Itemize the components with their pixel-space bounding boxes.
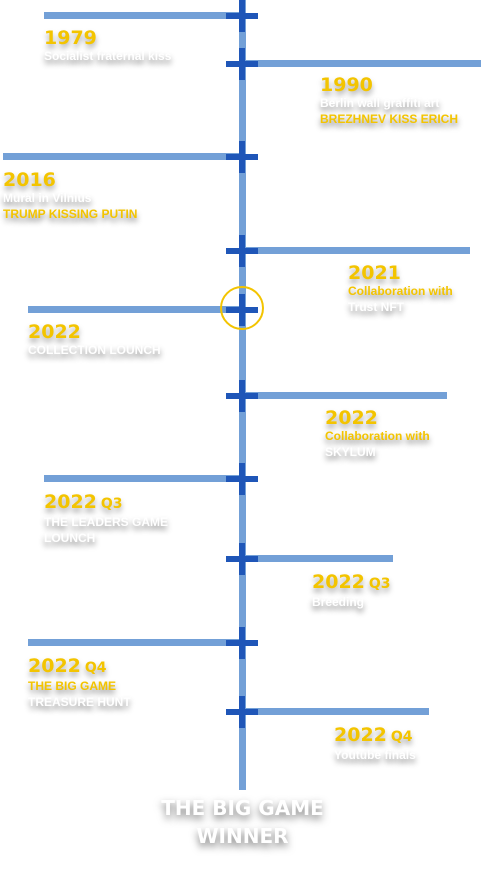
timeline-entry: 2022 Q3 Breeding [312,572,391,610]
timeline-entry: 2022 COLLECTION LOUNCH [28,322,161,358]
entry-line2: BREZHNEV KISS ERICH [320,112,459,126]
entry-line1: Mural in Vilnius [3,191,92,205]
entry-year: 2022 [325,407,378,429]
branch-2022-q3-breeding [246,555,393,562]
entry-line2: Trust NFT [348,300,404,314]
entry-year: 2021 [348,262,401,284]
entry-line1: Socialist fraternal kiss [44,49,172,63]
timeline-entry: 1990 Berlin wall graffiti art BREZHNEV K… [320,75,458,127]
entry-line2: LOUNCH [44,531,96,545]
entry-year: 1990 [320,74,373,96]
branch-1990 [246,60,481,67]
entry-line2: TREASURE HUNT [28,695,131,709]
plus-marker [226,543,258,575]
plus-marker [226,463,258,495]
final-goal-line2: WINNER [196,824,289,848]
plus-marker [226,0,258,32]
entry-year: 2022 Q4 [28,655,107,677]
entry-year: 2022 Q3 [44,491,123,513]
entry-year: 2022 [28,321,81,343]
branch-2022-q3-leaders [44,475,240,482]
entry-line1: Collaboration with [325,429,430,443]
plus-marker [226,235,258,267]
entry-line2: SKYLUM [325,445,376,459]
plus-marker [226,48,258,80]
timeline-entry: 2021 Collaboration with Trust NFT [348,263,453,315]
timeline-entry: 2022 Q3 THE LEADERS GAME LOUNCH [44,492,168,546]
entry-year: 2022 Q3 [312,571,391,593]
branch-2022-q4-biggame [28,639,240,646]
timeline-entry: 1979 Socialist fraternal kiss [44,28,171,64]
entry-line1: Youtube finals [334,748,416,762]
entry-year: 2022 Q4 [334,724,413,746]
final-goal-title: THE BIG GAME WINNER [0,794,485,850]
branch-2021 [246,247,470,254]
entry-year: 2016 [3,169,56,191]
timeline-entry: 2022 Q4 THE BIG GAME TREASURE HUNT [28,656,131,710]
entry-line1: Breeding [312,595,365,609]
current-position-ring [220,286,264,330]
branch-2022-q4-youtube [246,708,429,715]
branch-1979 [44,12,240,19]
branch-2022-skylum [246,392,447,399]
branch-2022-collection [28,306,240,313]
timeline-entry: 2022 Collaboration with SKYLUM [325,408,430,460]
entry-line1: THE BIG GAME [28,679,117,693]
plus-marker [226,380,258,412]
branch-2016 [3,153,240,160]
entry-line1: COLLECTION LOUNCH [28,343,161,357]
entry-line1: THE LEADERS GAME [44,515,169,529]
plus-marker [226,627,258,659]
timeline-entry: 2022 Q4 Youtube finals [334,725,416,763]
timeline-entry: 2016 Mural in Vilnius TRUMP KISSING PUTI… [3,170,137,222]
plus-marker [226,141,258,173]
final-goal-line1: THE BIG GAME [161,796,324,820]
entry-line1: Berlin wall graffiti art [320,96,440,110]
entry-line2: TRUMP KISSING PUTIN [3,207,138,221]
entry-year: 1979 [44,27,97,49]
plus-marker [226,696,258,728]
entry-line1: Collaboration with [348,284,453,298]
